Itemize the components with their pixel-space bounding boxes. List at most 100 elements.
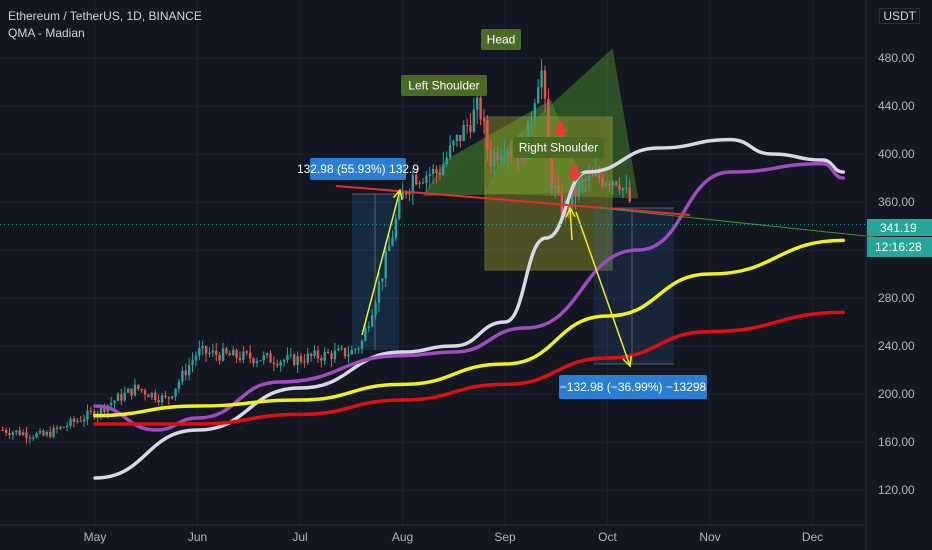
candle-body — [452, 141, 455, 146]
candle-body — [618, 185, 621, 191]
y-tick-label: 160.00 — [878, 435, 915, 449]
candle-body — [584, 179, 587, 182]
candle-body — [4, 430, 8, 433]
candle-body — [391, 237, 394, 246]
candle-body — [370, 315, 374, 327]
candle-body — [49, 431, 52, 438]
candle-body — [35, 433, 38, 438]
candle-body — [496, 152, 499, 161]
candle-body — [25, 432, 28, 438]
candle-body — [387, 245, 391, 251]
candle-body — [259, 360, 262, 362]
candle-body — [255, 361, 259, 364]
candle-body — [469, 125, 472, 132]
candle-body — [398, 199, 401, 219]
head-label-text: Head — [487, 33, 516, 47]
candle-body — [503, 154, 506, 157]
candle-body — [628, 187, 631, 202]
candle-body — [343, 347, 347, 357]
candle-body — [581, 179, 584, 183]
candle-body — [62, 426, 65, 428]
candle-body — [570, 187, 574, 207]
moving-average-line — [93, 238, 845, 418]
candle-body — [191, 360, 194, 366]
candle-body — [408, 191, 411, 195]
x-tick-label: Dec — [802, 530, 823, 544]
right-shoulder-label-text: Right Shoulder — [519, 141, 598, 155]
candle-body — [516, 155, 520, 161]
candle-body — [269, 353, 272, 363]
symbol-title[interactable]: Ethereum / TetherUS, 1D, BINANCE — [8, 9, 202, 23]
candle-body — [245, 351, 248, 353]
candle-body — [435, 168, 438, 174]
candle-body — [476, 97, 479, 110]
candle-body — [28, 437, 32, 439]
candle-body — [577, 182, 581, 197]
candle-body — [543, 70, 547, 99]
candle-body — [201, 345, 204, 349]
x-tick-label: Aug — [392, 530, 413, 544]
candle-body — [611, 181, 614, 186]
arrow-right-shoulder — [569, 207, 573, 241]
candle-body — [425, 175, 428, 183]
candle-body — [204, 345, 208, 354]
candle-body — [160, 395, 164, 403]
indicator-title[interactable]: QMA - Madian — [8, 26, 85, 40]
current-price-text: 341.19 — [880, 221, 917, 235]
candle-body — [187, 365, 191, 376]
candle-body — [55, 427, 59, 429]
y-tick-label: 400.00 — [878, 147, 915, 161]
candle-body — [303, 361, 306, 363]
red-arrow-1-head — [552, 129, 568, 138]
candle-body — [69, 418, 72, 426]
candle-body — [465, 125, 469, 127]
candle-body — [601, 178, 604, 186]
candle-body — [167, 397, 171, 399]
measure-down-box — [594, 208, 674, 364]
arrow-up-head — [392, 188, 403, 200]
arrow-up — [361, 189, 401, 336]
candle-body — [557, 185, 560, 193]
candle-body — [38, 430, 42, 434]
candle-body — [347, 354, 350, 357]
x-tick-label: Jun — [188, 530, 207, 544]
candle-body — [621, 187, 625, 191]
candle-body — [282, 360, 286, 362]
y-tick-label: 200.00 — [878, 387, 915, 401]
candle-body — [492, 152, 496, 167]
candle-body — [215, 350, 218, 355]
y-tick-label: 440.00 — [878, 99, 915, 113]
left-shoulder-label-bg — [401, 75, 487, 96]
candle-body — [472, 109, 476, 132]
arrow-down-head — [622, 355, 632, 368]
candle-body — [32, 437, 35, 439]
currency-label[interactable]: USDT — [879, 8, 920, 24]
candle-body — [184, 370, 187, 376]
candle-body — [459, 135, 462, 141]
candle-body — [154, 392, 157, 400]
candle-body — [574, 187, 577, 197]
candle-body — [82, 419, 86, 422]
candle-body — [86, 410, 89, 420]
candle-body — [123, 392, 126, 401]
candle-body — [401, 191, 404, 200]
candle-body — [174, 388, 177, 397]
candle-body — [587, 175, 591, 182]
candle-body — [506, 151, 509, 155]
candle-body — [415, 174, 418, 185]
candle-body — [499, 156, 503, 161]
candle-body — [89, 410, 93, 412]
candle-body — [360, 340, 364, 349]
candle-body — [235, 349, 238, 358]
candle-body — [625, 187, 628, 189]
candles — [1, 58, 631, 444]
red-arrow-2-head — [567, 173, 583, 182]
candle-body — [316, 350, 320, 359]
candle-body — [1, 430, 4, 431]
x-tick-label: May — [84, 530, 107, 544]
candle-body — [79, 420, 82, 422]
x-tick-label: Oct — [598, 530, 617, 544]
candle-body — [157, 399, 160, 403]
measure-up-label-bg — [310, 158, 406, 180]
